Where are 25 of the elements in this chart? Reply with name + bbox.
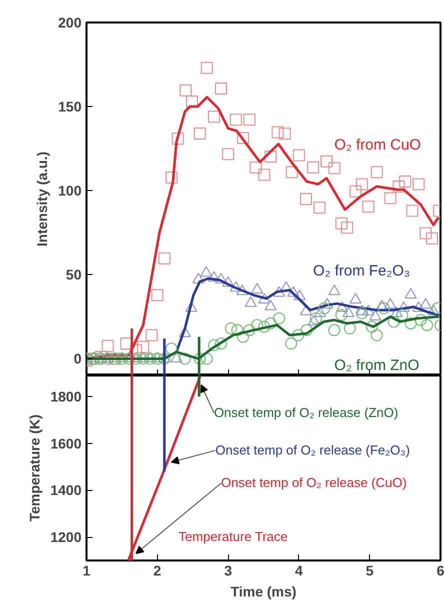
annotation: Onset temp of O₂ release (ZnO) — [214, 404, 398, 420]
y-tick-label: 150 — [58, 98, 82, 115]
x-tick-label: 2 — [153, 562, 162, 578]
annotation: Onset temp of O₂ release (Fe₂O₃) — [215, 442, 410, 458]
x-axis-title: Time (ms) — [230, 584, 296, 600]
text: Temperature Trace — [178, 529, 288, 544]
y-axis-title: Intensity (a.u.) — [34, 152, 50, 246]
y-tick-label: 50 — [66, 266, 82, 283]
y-tick-label: 0 — [74, 350, 82, 367]
series-label: O₂ from Fe₂O₃ — [313, 262, 410, 280]
x-tick-label: 5 — [366, 562, 374, 578]
y-tick-label: 1600 — [50, 435, 82, 452]
x-tick-label: 6 — [436, 562, 444, 578]
y-tick-label: 100 — [58, 182, 82, 199]
y-axis-title: Temperature (K) — [26, 414, 42, 522]
text: O₂ from ZnO — [334, 356, 420, 374]
y-tick-label: 1800 — [50, 388, 82, 405]
x-tick-label: 1 — [82, 562, 91, 578]
series-label: O₂ from CuO — [334, 136, 421, 154]
x-tick-label: 3 — [224, 562, 232, 578]
y-tick-label: 1200 — [50, 529, 82, 546]
y-tick-label: 1400 — [50, 482, 82, 498]
y-tick-label: 200 — [58, 14, 82, 30]
annotation: Onset temp of O₂ release (CuO) — [221, 475, 407, 490]
x-tick-label: 4 — [295, 562, 304, 578]
